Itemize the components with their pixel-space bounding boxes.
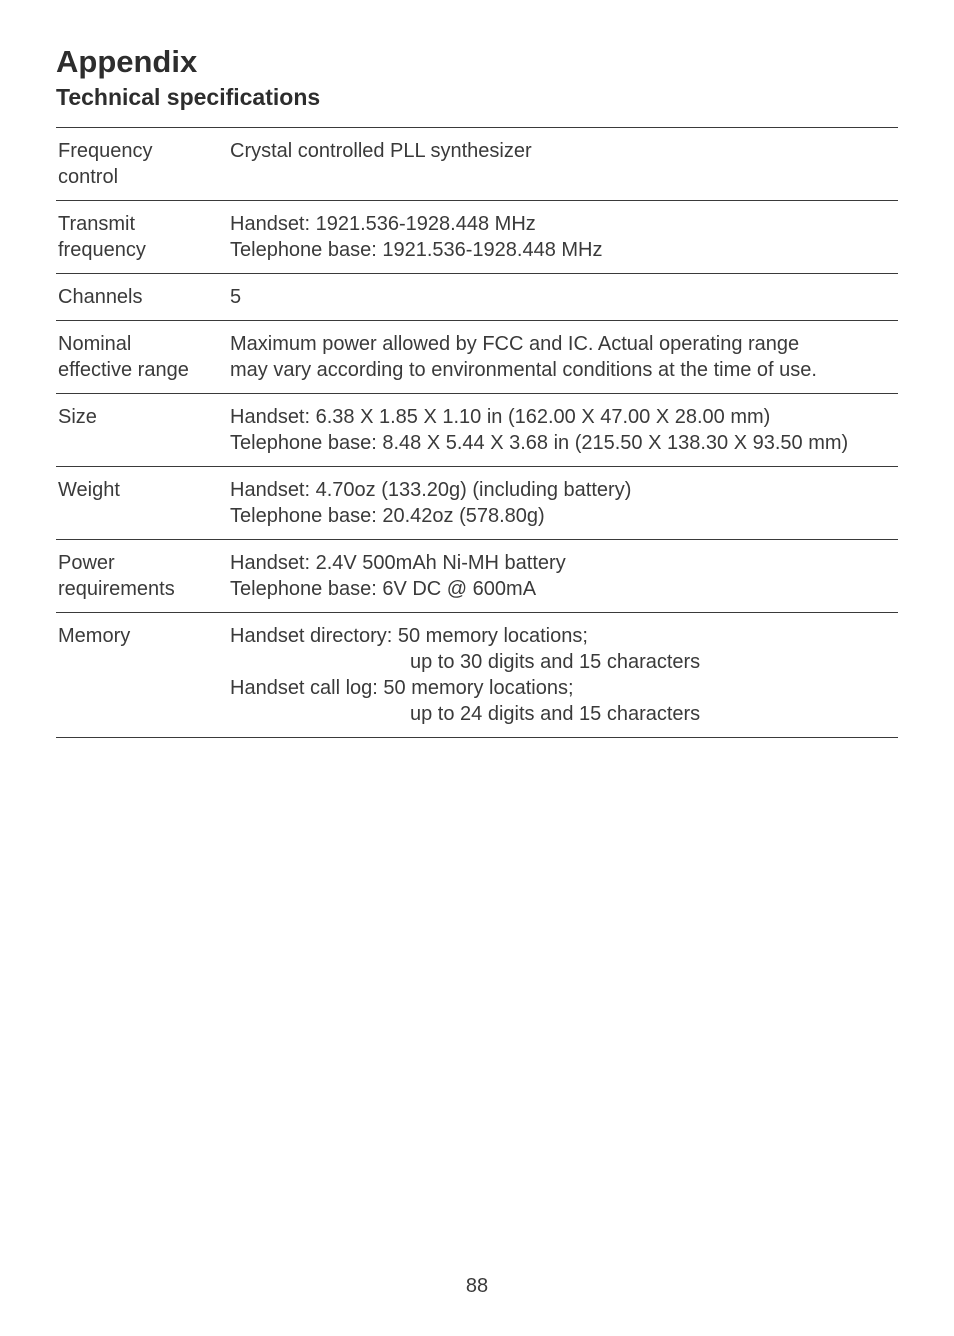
spec-value-line: may vary according to environmental cond… xyxy=(230,359,817,381)
spec-value-line: Handset: 6.38 X 1.85 X 1.10 in (162.00 X… xyxy=(230,406,770,428)
spec-value-line: Telephone base: 8.48 X 5.44 X 3.68 in (2… xyxy=(230,432,848,454)
spec-value-line: Handset: 1921.536-1928.448 MHz xyxy=(230,213,536,235)
spec-label: Memory xyxy=(56,613,228,738)
spec-value-line: Handset call log: 50 memory locations; xyxy=(230,677,574,699)
spec-table: Frequency control Crystal controlled PLL… xyxy=(56,127,898,738)
spec-label: Weight xyxy=(56,467,228,540)
spec-label-line: Power xyxy=(58,552,115,574)
spec-value-line: Telephone base: 20.42oz (578.80g) xyxy=(230,505,545,527)
spec-label: Transmit frequency xyxy=(56,201,228,274)
table-row: Memory Handset directory: 50 memory loca… xyxy=(56,613,898,738)
page-number: 88 xyxy=(0,1275,954,1298)
spec-label: Frequency control xyxy=(56,128,228,201)
table-row: Nominal effective range Maximum power al… xyxy=(56,321,898,394)
spec-value: Handset: 6.38 X 1.85 X 1.10 in (162.00 X… xyxy=(228,394,898,467)
spec-value-line: Maximum power allowed by FCC and IC. Act… xyxy=(230,333,799,355)
table-row: Frequency control Crystal controlled PLL… xyxy=(56,128,898,201)
spec-value: Handset directory: 50 memory locations; … xyxy=(228,613,898,738)
table-row: Weight Handset: 4.70oz (133.20g) (includ… xyxy=(56,467,898,540)
table-row: Channels 5 xyxy=(56,274,898,321)
spec-value: Crystal controlled PLL synthesizer xyxy=(228,128,898,201)
spec-label-line: effective range xyxy=(58,359,189,381)
spec-label: Nominal effective range xyxy=(56,321,228,394)
spec-label-line: frequency xyxy=(58,239,146,261)
spec-value-line: Handset: 2.4V 500mAh Ni-MH battery xyxy=(230,552,566,574)
table-row: Power requirements Handset: 2.4V 500mAh … xyxy=(56,540,898,613)
spec-value: Handset: 2.4V 500mAh Ni-MH battery Telep… xyxy=(228,540,898,613)
spec-label: Power requirements xyxy=(56,540,228,613)
spec-label: Size xyxy=(56,394,228,467)
page-title: Appendix xyxy=(56,44,898,80)
table-row: Size Handset: 6.38 X 1.85 X 1.10 in (162… xyxy=(56,394,898,467)
page-subtitle: Technical specifications xyxy=(56,84,898,111)
spec-label-line: Transmit xyxy=(58,213,135,235)
spec-value-line-indent: up to 24 digits and 15 characters xyxy=(230,701,890,727)
spec-value: Handset: 1921.536-1928.448 MHz Telephone… xyxy=(228,201,898,274)
spec-value: Maximum power allowed by FCC and IC. Act… xyxy=(228,321,898,394)
spec-label-line: Frequency xyxy=(58,140,153,162)
spec-value-line: Telephone base: 1921.536-1928.448 MHz xyxy=(230,239,603,261)
spec-label-line: requirements xyxy=(58,578,175,600)
spec-value: Handset: 4.70oz (133.20g) (including bat… xyxy=(228,467,898,540)
spec-value-line: Handset: 4.70oz (133.20g) (including bat… xyxy=(230,479,631,501)
spec-value-line: Handset directory: 50 memory locations; xyxy=(230,625,588,647)
spec-value-line: Telephone base: 6V DC @ 600mA xyxy=(230,578,536,600)
spec-value: 5 xyxy=(228,274,898,321)
spec-label-line: Nominal xyxy=(58,333,131,355)
spec-label-line: control xyxy=(58,166,118,188)
spec-value-line-indent: up to 30 digits and 15 characters xyxy=(230,649,890,675)
spec-label: Channels xyxy=(56,274,228,321)
table-row: Transmit frequency Handset: 1921.536-192… xyxy=(56,201,898,274)
